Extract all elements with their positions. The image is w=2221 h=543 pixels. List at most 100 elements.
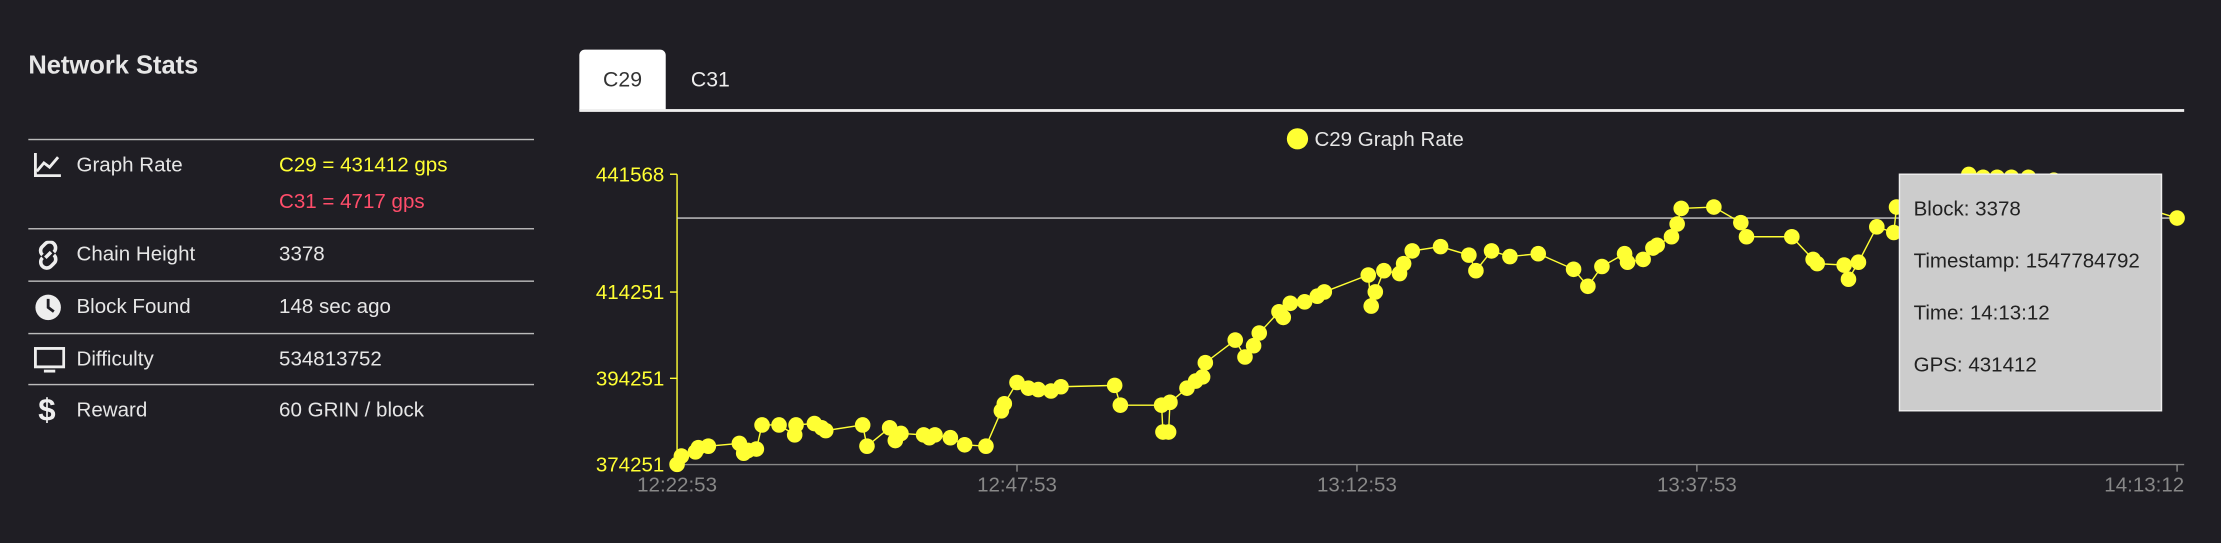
data-point (1160, 424, 1177, 440)
data-point (1850, 254, 1867, 271)
data-point (754, 417, 770, 433)
data-point (1483, 243, 1500, 259)
x-tick-label: 13:12:53 (1317, 474, 1397, 497)
y-tick-label: 374251 (596, 454, 664, 477)
stats-row: Block Found 148 sec ago (28, 280, 535, 334)
tooltip-line: Block: 3378 (1914, 197, 2021, 220)
x-tick-label: 12:22:53 (637, 474, 717, 497)
svg-text:$: $ (38, 397, 55, 428)
data-point (1635, 251, 1651, 268)
value-line: C31 = 4717 gps (279, 191, 425, 214)
data-point (1162, 394, 1178, 411)
row-value: C29 = 431412 gps C31 = 4717 gps (279, 147, 447, 221)
data-point (1706, 199, 1722, 215)
data-point (771, 417, 787, 433)
data-point (978, 438, 994, 454)
value-line: 3378 (279, 243, 325, 267)
row-icon (35, 294, 61, 321)
data-point (1432, 238, 1449, 255)
tooltip-line: Time: 14:13:12 (1914, 301, 2050, 324)
data-point (1376, 262, 1392, 279)
value-line: C29 = 431412 gps (279, 154, 448, 178)
tab[interactable]: C31 (690, 67, 730, 93)
tooltip-line: Timestamp: 1547784792 (1914, 249, 2140, 272)
tooltip-line: GPS: 431412 (1914, 353, 2037, 376)
value-line: 60 GRIN / block (279, 399, 425, 423)
data-point (1404, 243, 1421, 259)
data-point (1530, 245, 1547, 262)
data-point (1237, 349, 1253, 365)
data-point (1360, 267, 1377, 283)
data-point (1461, 247, 1477, 263)
y-tick-label: 394251 (596, 367, 664, 390)
row-icon (38, 240, 58, 270)
stats-row: Graph Rate C29 = 431412 gps C31 = 4717 gps (28, 138, 535, 230)
data-point (788, 417, 804, 433)
panel-title: Network Stats (28, 50, 199, 80)
stats-row: $ Reward 60 GRIN / block (28, 383, 535, 436)
data-point (1296, 294, 1313, 310)
x-tick-label: 14:13:12 (2104, 474, 2184, 497)
legend-label: C29 Graph Rate (1314, 128, 1463, 151)
data-point (996, 395, 1013, 412)
data-point (859, 438, 875, 454)
y-tick-label: 414251 (596, 281, 664, 304)
row-label: Difficulty (76, 348, 154, 372)
tab[interactable]: C29 (579, 49, 666, 111)
data-point (1619, 254, 1636, 271)
data-point (748, 441, 765, 457)
data-point (1663, 228, 1680, 245)
data-point (1869, 219, 1885, 235)
data-point (1468, 262, 1484, 279)
row-label: Block Found (76, 296, 191, 319)
data-point (1245, 337, 1262, 354)
row-value: 534813752 (279, 341, 382, 378)
data-point (817, 422, 834, 439)
data-point (1194, 369, 1211, 385)
data-point (956, 437, 973, 453)
row-value: 148 sec ago (279, 289, 391, 326)
data-point (1106, 377, 1123, 394)
data-point (1395, 255, 1412, 272)
x-tick-label: 13:37:53 (1657, 474, 1737, 497)
data-point (1565, 261, 1582, 278)
data-point (1594, 258, 1610, 275)
data-point (942, 429, 959, 446)
y-tick-label: 441568 (596, 163, 664, 186)
data-point (1836, 257, 1852, 273)
row-icon: $ (38, 397, 55, 428)
value-line: 148 sec ago (279, 296, 391, 319)
row-value: 60 GRIN / block (279, 392, 424, 429)
data-point (700, 438, 717, 454)
row-label: Chain Height (76, 243, 196, 267)
data-point (1840, 271, 1857, 287)
data-point (1733, 214, 1749, 231)
data-point (927, 427, 943, 443)
stats-row: Difficulty 534813752 (28, 332, 535, 385)
data-point (673, 448, 690, 464)
row-icon (33, 152, 61, 178)
data-point (1251, 325, 1268, 341)
data-point (1030, 381, 1047, 398)
data-point (1275, 309, 1292, 326)
data-point (1502, 248, 1518, 265)
row-value: 3378 (279, 237, 325, 274)
data-point (1809, 255, 1825, 272)
value-line: 534813752 (279, 348, 382, 372)
row-label: Graph Rate (76, 154, 183, 178)
data-point (854, 417, 871, 433)
data-point (1784, 228, 1800, 245)
data-point (1282, 295, 1299, 312)
data-point (1112, 397, 1129, 413)
data-point (2169, 210, 2185, 226)
data-point (1367, 284, 1384, 300)
data-point (1580, 278, 1596, 295)
row-label: Reward (76, 399, 148, 423)
stats-row: Chain Height 3378 (28, 228, 535, 282)
data-point (1316, 284, 1333, 300)
data-point (1053, 378, 1069, 395)
data-point (893, 425, 909, 442)
row-icon (33, 347, 66, 373)
